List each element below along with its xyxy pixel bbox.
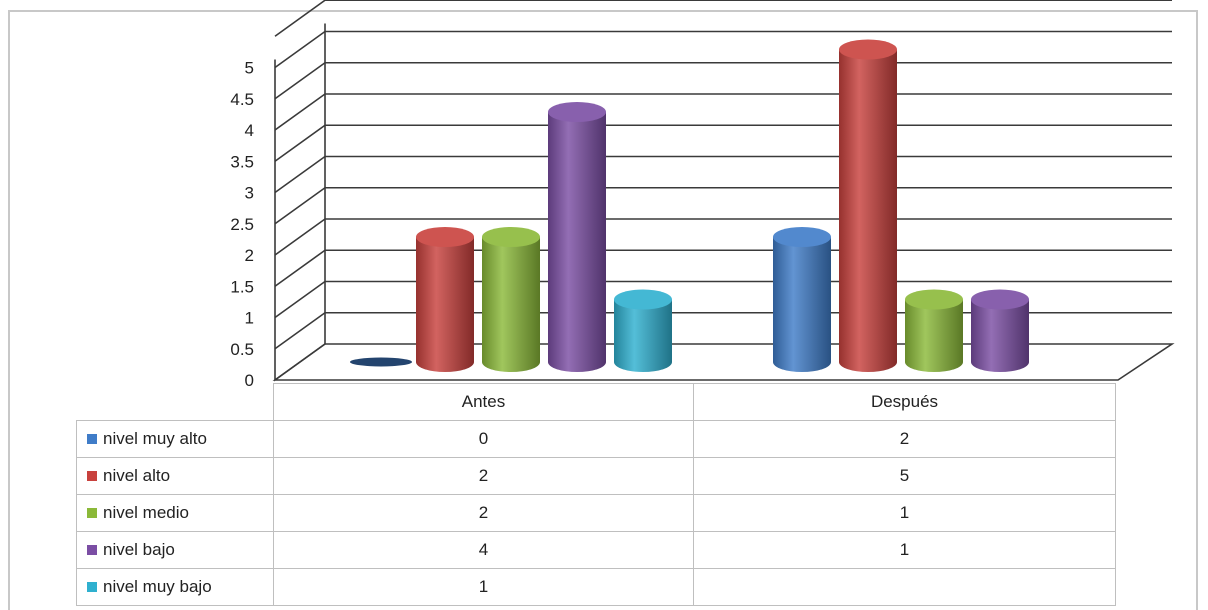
legend-swatch [87, 545, 97, 555]
bar [482, 227, 540, 372]
bar [548, 102, 606, 372]
table-cell: 2 [273, 457, 694, 495]
legend-entry: nivel medio [76, 494, 274, 532]
gridline [274, 0, 1172, 37]
table-cell: 2 [273, 494, 694, 532]
table-cell: 5 [693, 457, 1116, 495]
bar [905, 289, 963, 372]
y-axis-ticks: 0 0.5 1 1.5 2 2.5 3 3.5 4 4.5 5 [230, 59, 254, 391]
series-name: nivel bajo [103, 540, 175, 559]
table-cell: 0 [273, 420, 694, 458]
series-name: nivel medio [103, 503, 189, 522]
table-cell: 4 [273, 531, 694, 569]
bar [614, 289, 672, 372]
gridlines [274, 0, 1172, 350]
legend-entry: nivel alto [76, 457, 274, 495]
legend-swatch [87, 434, 97, 444]
y-tick-label: 0.5 [230, 340, 254, 359]
plot-walls [272, 23, 1175, 382]
table-cell: 1 [693, 494, 1116, 532]
bar [350, 357, 412, 367]
legend-swatch [87, 471, 97, 481]
bars [350, 39, 1029, 372]
bar [971, 289, 1029, 372]
table-row: nivel muy alto 0 2 [76, 420, 1116, 458]
bar [839, 39, 897, 372]
table-row: nivel medio 2 1 [76, 494, 1116, 532]
data-table: Antes Después nivel muy alto 0 2 nivel alto 2 5… [76, 383, 1116, 606]
bar [416, 227, 474, 372]
y-tick-label: 5 [245, 59, 254, 78]
gridline [274, 30, 1172, 69]
legend-swatch [87, 582, 97, 592]
table-header-row: Antes Después [77, 383, 1116, 421]
y-tick-label: 4 [245, 121, 254, 140]
category-label: Después [693, 383, 1116, 421]
series-name: nivel alto [103, 466, 171, 485]
y-tick-label: 1.5 [230, 277, 254, 296]
table-cell: 1 [693, 531, 1116, 569]
series-name: nivel muy alto [103, 429, 207, 448]
y-tick-label: 4.5 [230, 90, 254, 109]
legend-swatch [87, 508, 97, 518]
y-tick-label: 1 [245, 309, 254, 328]
legend-entry: nivel bajo [76, 531, 274, 569]
y-tick-label: 2 [245, 246, 254, 265]
category-label: Antes [273, 383, 694, 421]
y-tick-label: 3.5 [230, 152, 254, 171]
series-name: nivel muy bajo [103, 577, 212, 596]
y-tick-label: 2.5 [230, 215, 254, 234]
legend-entry: nivel muy alto [76, 420, 274, 458]
bar [773, 227, 831, 372]
y-tick-label: 0 [245, 371, 254, 390]
table-row: nivel bajo 4 1 [76, 531, 1116, 569]
y-tick-label: 3 [245, 184, 254, 203]
table-cell: 2 [693, 420, 1116, 458]
table-row: nivel alto 2 5 [76, 457, 1116, 495]
